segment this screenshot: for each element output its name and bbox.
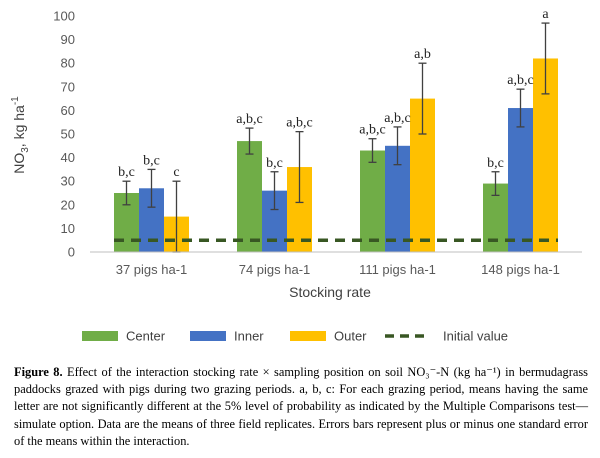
y-tick-label: 90 (61, 32, 75, 47)
bar-center (237, 141, 262, 252)
y-tick-label: 60 (61, 103, 75, 118)
legend-label: Initial value (443, 329, 508, 344)
significance-letter: a,b (414, 47, 431, 62)
significance-letter: a (542, 7, 549, 22)
y-tick-label: 50 (61, 127, 75, 142)
error-bar (418, 62, 427, 135)
x-axis-title: Stocking rate (289, 284, 371, 300)
error-bar (270, 171, 279, 211)
significance-letter: b,c (487, 156, 504, 171)
legend-label: Outer (334, 329, 367, 344)
legend-label: Center (126, 329, 166, 344)
error-bar (368, 138, 377, 163)
significance-letter: b,c (266, 156, 283, 171)
error-bar (245, 127, 254, 155)
error-bar (541, 22, 550, 95)
y-tick-label: 70 (61, 79, 75, 94)
legend-label: Inner (234, 329, 264, 344)
significance-letter: c (173, 165, 179, 180)
x-tick-label: 111 pigs ha-1 (359, 262, 436, 277)
significance-letter: b,c (118, 165, 135, 180)
y-tick-label: 80 (61, 56, 75, 71)
y-tick-label: 20 (61, 197, 75, 212)
y-tick-label: 30 (61, 174, 75, 189)
y-tick-label: 100 (53, 9, 75, 24)
significance-letter: b,c (143, 153, 160, 168)
caption-label: Figure 8. (14, 365, 63, 379)
error-bar (295, 130, 304, 204)
bar-center (360, 150, 385, 252)
legend-swatch (290, 331, 326, 341)
legend: Center Inner Outer Initial value (82, 329, 508, 344)
legend-item-center: Center (82, 329, 166, 344)
x-tick-label: 148 pigs ha-1 (481, 262, 560, 277)
x-tick-label: 37 pigs ha-1 (116, 262, 188, 277)
significance-letter: a,b,c (507, 73, 533, 88)
y-tick-label: 40 (61, 150, 75, 165)
error-bar (491, 171, 500, 197)
significance-letters: b,cb,cca,b,cb,ca,b,c a,b,ca,b,ca,bb,ca,b,… (118, 7, 549, 180)
significance-letter: a,b,c (236, 112, 262, 127)
y-axis-title: NO3, kg ha-1 (10, 96, 31, 174)
legend-item-initial-value: Initial value (385, 329, 508, 344)
error-bar (393, 126, 402, 166)
chart: 0 10 20 30 40 50 60 70 80 90 100 b,c b,c c a,b,c b,c a,… (10, 7, 582, 344)
x-axis-ticks: 37 pigs ha-1 74 pigs ha-1 111 pigs ha-1 148… (116, 262, 560, 277)
y-tick-label: 0 (68, 245, 75, 260)
significance-letter: a,b,c (286, 116, 312, 131)
legend-item-inner: Inner (190, 329, 264, 344)
y-tick-label: 10 (61, 221, 75, 236)
legend-item-outer: Outer (290, 329, 367, 344)
significance-letter: a,b,c (359, 123, 385, 138)
legend-swatch (82, 331, 118, 341)
bar-inner (508, 108, 533, 252)
error-bar (122, 180, 131, 206)
y-axis-ticks: 0 10 20 30 40 50 60 70 80 90 100 (53, 9, 75, 260)
caption-text: Effect of the interaction stocking rate … (14, 365, 588, 448)
error-bar (147, 168, 156, 208)
figure-caption: Figure 8. Effect of the interaction stoc… (14, 364, 588, 450)
legend-swatch (190, 331, 226, 341)
x-tick-label: 74 pigs ha-1 (239, 262, 311, 277)
error-bar (516, 88, 525, 128)
significance-letter: a,b,c (384, 111, 410, 126)
